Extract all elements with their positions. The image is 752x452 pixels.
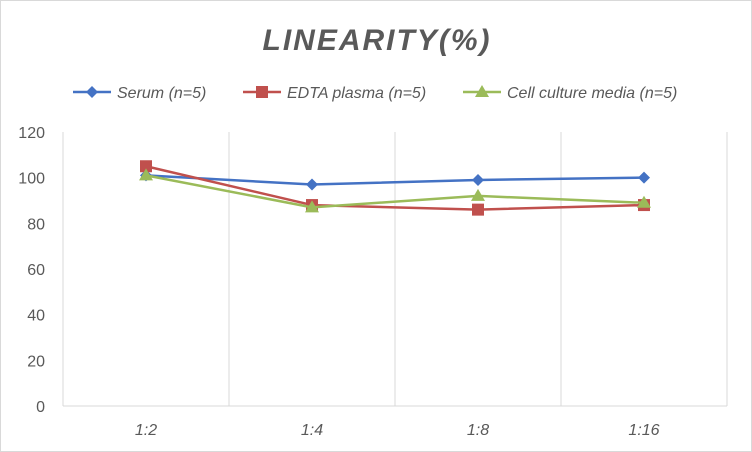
legend-label: EDTA plasma (n=5) [287,85,426,102]
y-tick-label: 40 [27,308,45,325]
legend-label: Serum (n=5) [117,85,206,102]
data-point-triangle [305,200,319,213]
data-point-square [256,86,268,98]
legend-item: Cell culture media (n=5) [463,85,677,102]
series-line [145,174,645,186]
y-tick-label: 120 [18,125,45,142]
x-tick-label: 1:4 [301,422,323,439]
y-tick-label: 100 [18,171,45,188]
y-tick-label: 60 [27,262,45,279]
data-point-square [140,160,152,173]
x-axis: 1:2 1:4 1:8 1:16 [63,405,727,439]
data-point-triangle [637,195,651,208]
grid-lines [62,132,728,406]
data-point-triangle [139,168,153,181]
y-axis: 0 20 40 60 80 100 120 [18,125,45,416]
series-layer [139,160,651,216]
x-tick-label: 1:8 [467,422,489,439]
legend-item: EDTA plasma (n=5) [243,85,426,102]
y-tick-label: 0 [36,399,45,416]
x-tick-label: 1:2 [135,422,157,439]
data-point-diamond [306,178,318,191]
data-point-triangle [475,85,489,97]
y-tick-label: 80 [27,216,45,233]
series-line [145,174,645,209]
data-point-square [472,203,484,216]
legend-label: Cell culture media (n=5) [507,85,677,102]
x-tick-label: 1:16 [628,422,659,439]
series-3 [139,168,651,213]
data-point-triangle [471,188,485,201]
y-tick-label: 20 [27,353,45,370]
data-point-diamond [86,86,98,98]
legend-item: Serum (n=5) [73,85,206,102]
series-line [145,165,645,211]
data-point-diamond [638,171,650,184]
data-point-diamond [472,173,484,186]
legend: Serum (n=5) EDTA plasma (n=5) Cell culture… [73,85,677,102]
chart-title: LINEARITY(%) [263,24,492,57]
